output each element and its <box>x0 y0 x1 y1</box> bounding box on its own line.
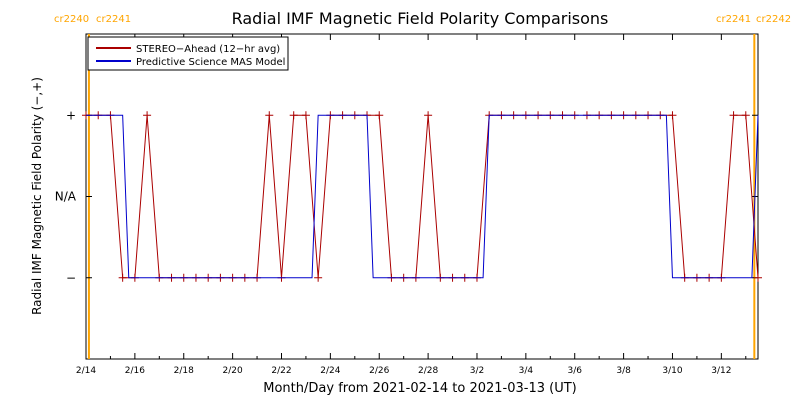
x-tick-label: 2/18 <box>174 366 194 376</box>
data-point-marker <box>265 111 274 120</box>
data-point-marker <box>424 111 433 120</box>
legend-label-mas-model: Predictive Science MAS Model <box>136 57 285 68</box>
series-mas-model <box>86 114 759 279</box>
y-axis-label: Radial IMF Magnetic Field Polarity (−,+) <box>30 77 44 315</box>
data-point-marker <box>741 111 750 120</box>
x-tick-label: 2/24 <box>320 366 340 376</box>
rotation-label-left-1: cr2240 <box>54 14 89 25</box>
x-tick-label: 2/14 <box>76 366 96 376</box>
data-point-marker <box>301 111 310 120</box>
y-tick-label: N/A <box>55 190 77 204</box>
y-tick-label: + <box>66 108 76 122</box>
y-tick-label: − <box>66 271 76 285</box>
data-point-marker <box>729 111 738 120</box>
data-point-marker <box>143 111 152 120</box>
x-axis-label: Month/Day from 2021-02-14 to 2021-03-13 … <box>263 381 576 396</box>
chart-title: Radial IMF Magnetic Field Polarity Compa… <box>232 9 609 28</box>
legend-box <box>87 36 289 71</box>
data-point-marker <box>668 111 677 120</box>
x-tick-label: 3/2 <box>470 366 484 376</box>
x-tick-label: 2/28 <box>418 366 438 376</box>
x-tick-label: 3/6 <box>567 366 582 376</box>
legend-label-stereo: STEREO−Ahead (12−hr avg) <box>136 44 280 55</box>
x-tick-label: 2/22 <box>271 366 291 376</box>
data-point-marker <box>754 273 762 282</box>
x-tick-label: 3/4 <box>519 366 534 376</box>
x-tick-label: 3/10 <box>662 366 682 376</box>
x-tick-label: 3/8 <box>616 366 631 376</box>
x-tick-label: 3/12 <box>711 366 731 376</box>
x-tick-label: 2/16 <box>125 366 145 376</box>
rotation-label-right-2: cr2242 <box>756 14 791 25</box>
series-line <box>86 114 759 279</box>
data-point-marker <box>314 273 323 282</box>
legend: STEREO−Ahead (12−hr avg) Predictive Scie… <box>87 36 289 71</box>
x-tick-label: 2/26 <box>369 366 389 376</box>
rotation-label-left-2: cr2241 <box>716 14 751 25</box>
rotation-label-right-1: cr2241 <box>96 14 131 25</box>
data-point-marker <box>375 111 384 120</box>
x-tick-label: 2/20 <box>223 366 243 376</box>
data-point-marker <box>118 273 127 282</box>
data-point-marker <box>289 111 298 120</box>
series-layer <box>82 111 762 282</box>
